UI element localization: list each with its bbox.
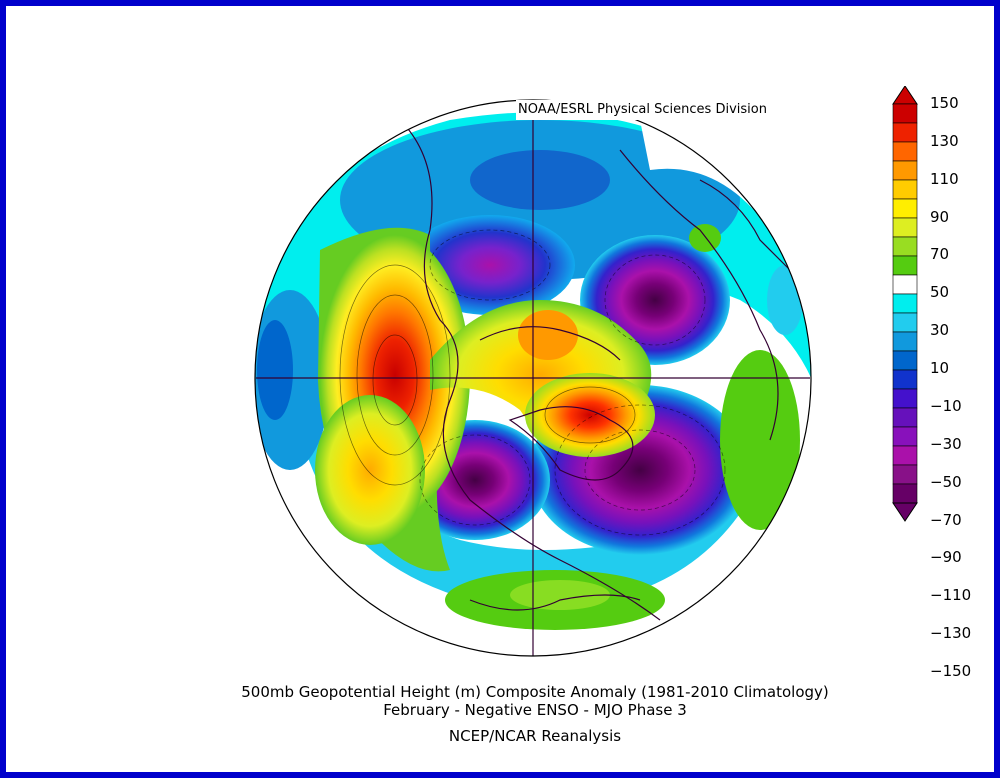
colorbar-tick-label: −30 <box>930 434 962 453</box>
colorbar-tick-label: −90 <box>930 548 962 567</box>
colorbar-tick-label: 10 <box>930 359 950 378</box>
colorbar-swatch <box>892 388 918 409</box>
colorbar <box>892 86 918 522</box>
colorbar-swatch <box>892 445 918 466</box>
colorbar-tick-label: 30 <box>930 321 950 340</box>
colorbar-swatch <box>892 407 918 428</box>
colorbar-swatch <box>892 426 918 447</box>
colorbar-tick-label: 70 <box>930 245 950 264</box>
colorbar-swatch <box>892 274 918 295</box>
colorbar-tick-label: −10 <box>930 396 962 415</box>
coastlines <box>399 119 791 621</box>
colorbar-tick-label: 130 <box>930 131 959 150</box>
colorbar-swatch <box>892 160 918 181</box>
colorbar-swatch <box>892 217 918 238</box>
colorbar-bottom-arrow <box>892 502 918 522</box>
colorbar-tick-label: −130 <box>930 624 972 643</box>
credit-label: NOAA/ESRL Physical Sciences Division <box>516 100 808 120</box>
colorbar-swatch <box>892 255 918 276</box>
colorbar-tick-label: 90 <box>930 207 950 226</box>
colorbar-swatch <box>892 369 918 390</box>
colorbar-swatch <box>892 141 918 162</box>
caption-line-1: 500mb Geopotential Height (m) Composite … <box>241 683 829 701</box>
colorbar-tick-label: −150 <box>930 662 972 680</box>
colorbar-tick-label: −110 <box>930 586 972 605</box>
caption-line-2: February - Negative ENSO - MJO Phase 3 <box>383 701 687 719</box>
colorbar-swatch <box>892 312 918 333</box>
colorbar-tick-label: 150 <box>930 94 959 112</box>
colorbar-swatch <box>892 483 918 504</box>
colorbar-swatch <box>892 293 918 314</box>
colorbar-tick-label: −70 <box>930 510 962 529</box>
colorbar-swatch <box>892 198 918 219</box>
colorbar-swatch <box>892 331 918 352</box>
caption-line-3: NCEP/NCAR Reanalysis <box>448 727 622 745</box>
colorbar-swatch <box>892 350 918 371</box>
colorbar-tick-label: 50 <box>930 283 950 302</box>
colorbar-swatch <box>892 122 918 143</box>
colorbar-tick-label: 110 <box>930 169 959 188</box>
colorbar-tick-label: −50 <box>930 472 962 491</box>
colorbar-swatch <box>892 236 918 257</box>
colorbar-swatch <box>892 103 918 124</box>
colorbar-swatch <box>892 464 918 485</box>
contour-lines <box>339 229 726 536</box>
colorbar-top-arrow <box>892 86 918 105</box>
colorbar-swatch <box>892 179 918 200</box>
